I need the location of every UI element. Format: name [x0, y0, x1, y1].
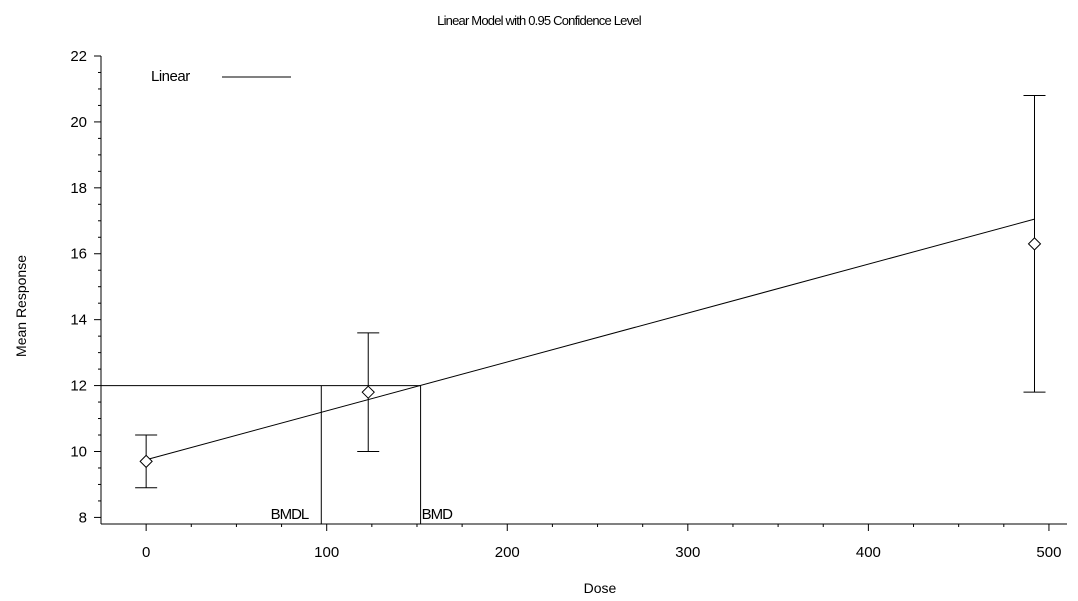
x-tick-label: 500 — [1036, 544, 1061, 561]
bmdl-label: BMDL — [271, 506, 309, 523]
y-tick-label: 18 — [70, 180, 87, 197]
annotations: BMDL BMD — [271, 506, 454, 523]
y-tick-label: 14 — [70, 312, 87, 329]
x-tick-label: 400 — [856, 544, 881, 561]
axes — [100, 56, 1067, 525]
y-tick-label: 10 — [70, 443, 87, 460]
x-axis-label: Dose — [584, 580, 617, 596]
y-ticks: 8 10 12 14 16 18 20 22 — [70, 48, 101, 526]
data-point — [1027, 237, 1042, 251]
y-tick-label: 16 — [70, 246, 87, 263]
y-tick-label: 12 — [70, 378, 87, 395]
bmd-label: BMD — [422, 506, 454, 523]
x-tick-label: 200 — [495, 544, 520, 561]
legend: Linear — [151, 68, 291, 85]
legend-label: Linear — [151, 68, 190, 85]
data-point — [139, 454, 153, 469]
error-bars — [135, 95, 1046, 489]
y-tick-label: 20 — [70, 114, 87, 131]
x-ticks: 0 100 200 300 400 500 — [142, 524, 1061, 561]
x-tick-label: 300 — [675, 544, 700, 561]
data-points — [139, 237, 1042, 469]
y-tick-label: 22 — [70, 48, 87, 65]
chart-title: Linear Model with 0.95 Confidence Level — [437, 13, 642, 28]
x-tick-label: 0 — [142, 544, 150, 561]
model-line — [146, 218, 1035, 461]
linear-model-line — [146, 218, 1035, 461]
y-tick-label: 8 — [79, 509, 87, 526]
x-tick-label: 100 — [314, 544, 339, 561]
y-axis-label: Mean Response — [13, 255, 29, 357]
bmd-lines — [101, 385, 422, 524]
data-point — [361, 385, 375, 399]
